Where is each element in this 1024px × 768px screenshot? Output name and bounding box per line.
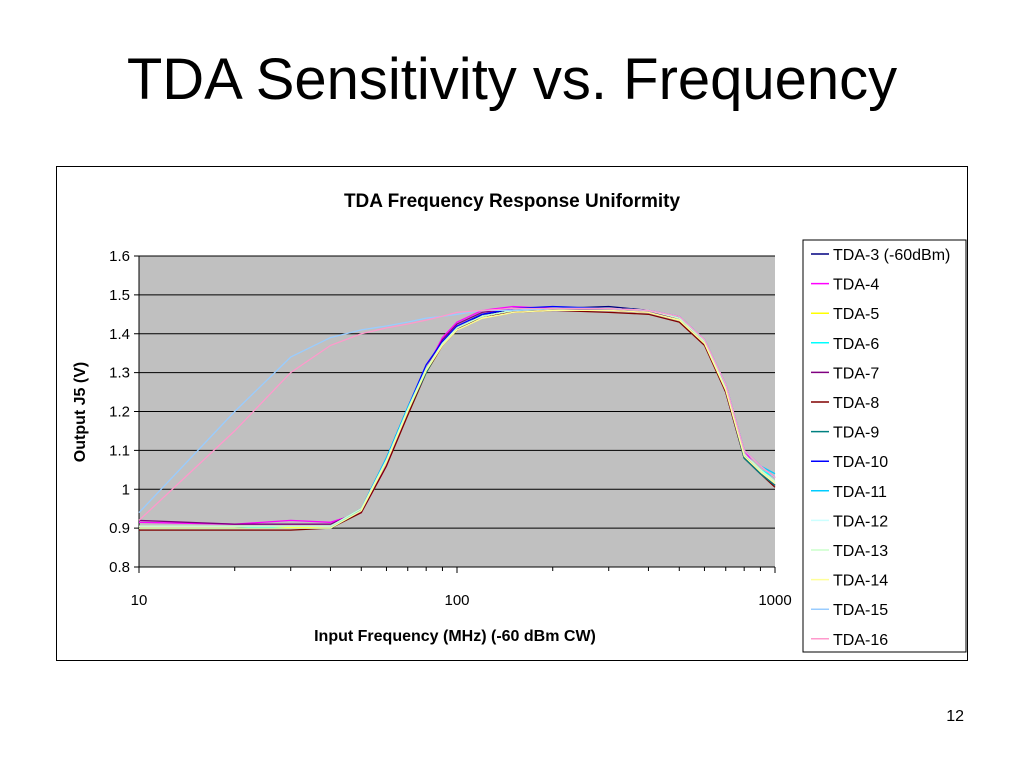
y-tick-label: 1.3 [109,365,130,382]
legend-item-label: TDA-7 [833,365,879,382]
legend: TDA-3 (-60dBm) TDA-4 TDA-5 TDA-6 TDA-7 TDA-8 T… [802,239,967,653]
slide-title: TDA Sensitivity vs. Frequency [126,47,898,112]
plot-area: 0.8 0.9 1 1.1 1.2 1.3 1.4 1.5 1.6 10 100 1000 [109,248,792,609]
legend-item-label: TDA-15 [833,602,888,619]
chart-title: TDA Frequency Response Uniformity [344,191,681,212]
legend-item-label: TDA-11 [833,484,887,501]
legend-item-label: TDA-4 [833,277,879,294]
page-number: 12 [946,708,964,725]
chart: TDA Frequency Response Uniformity 0.8 0.9… [72,191,967,653]
legend-item-label: TDA-16 [833,632,888,649]
y-tick-label: 0.8 [109,559,130,576]
chart-frame: TDA Frequency Response Uniformity 0.8 0.9… [56,166,968,661]
legend-item-label: TDA-10 [833,454,888,471]
x-tick-label: 10 [131,592,148,609]
series-line [138,307,776,521]
x-tick-label: 1000 [758,592,791,609]
y-tick-label: 1.6 [109,248,130,265]
legend-item-label: TDA-3 (-60dBm) [833,247,950,264]
legend-box [802,239,967,653]
y-axis-label: Output J5 (V) [72,362,89,462]
y-tick-label: 1 [122,481,130,498]
y-tick-label: 1.5 [109,287,130,304]
legend-item-label: TDA-5 [833,306,879,323]
legend-item-label: TDA-13 [833,543,888,560]
y-tick-label: 1.2 [109,404,130,421]
y-tick-label: 1.1 [109,442,130,459]
y-tick-label: 1.4 [109,326,130,343]
y-tick-label: 0.9 [109,520,130,537]
legend-item-label: TDA-12 [833,513,888,530]
series-line [139,307,776,527]
series-line [139,309,776,529]
x-axis-label: Input Frequency (MHz) (-60 dBm CW) [314,628,596,645]
x-tick-label: 100 [444,592,469,609]
legend-item-label: TDA-8 [833,395,879,412]
legend-item-label: TDA-6 [833,336,879,353]
legend-item-label: TDA-14 [833,573,888,590]
legend-item-label: TDA-9 [833,425,879,442]
